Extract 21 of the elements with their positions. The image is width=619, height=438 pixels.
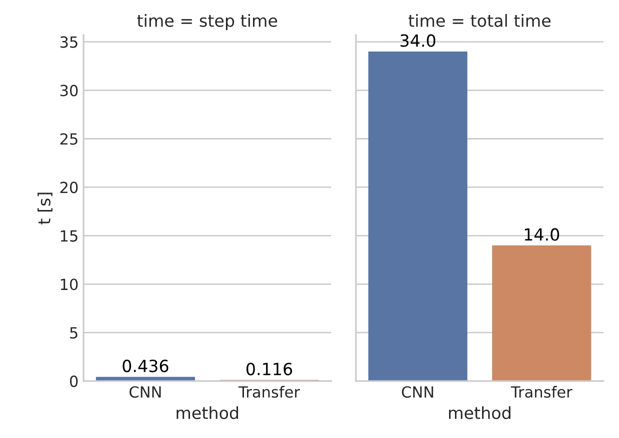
y-tick-label: 25 bbox=[60, 133, 78, 145]
chart-title: time = total time bbox=[408, 14, 550, 27]
x-axis-title: method bbox=[449, 406, 510, 420]
y-axis-title: t [s] bbox=[38, 192, 52, 224]
y-tick-label: 0 bbox=[70, 376, 78, 388]
x-tick-label: Transfer bbox=[238, 386, 300, 398]
x-tick-label: Transfer bbox=[510, 386, 572, 398]
x-tick-label: CNN bbox=[402, 386, 434, 398]
x-tick-label: CNN bbox=[130, 386, 161, 398]
data-label: 0.436 bbox=[122, 360, 168, 372]
data-label: 34.0 bbox=[400, 34, 436, 47]
data-label: 14.0 bbox=[524, 228, 560, 241]
y-tick-label: 20 bbox=[60, 182, 78, 194]
data-label: 0.116 bbox=[246, 362, 292, 376]
x-axis-title: method bbox=[176, 406, 238, 420]
y-tick-label: 10 bbox=[60, 278, 78, 290]
y-tick-label: 15 bbox=[60, 230, 78, 242]
y-tick-label: 35 bbox=[60, 36, 78, 48]
y-tick-label: 5 bbox=[70, 327, 78, 339]
y-tick-label: 30 bbox=[60, 84, 78, 96]
chart-title: time = step time bbox=[137, 14, 278, 30]
